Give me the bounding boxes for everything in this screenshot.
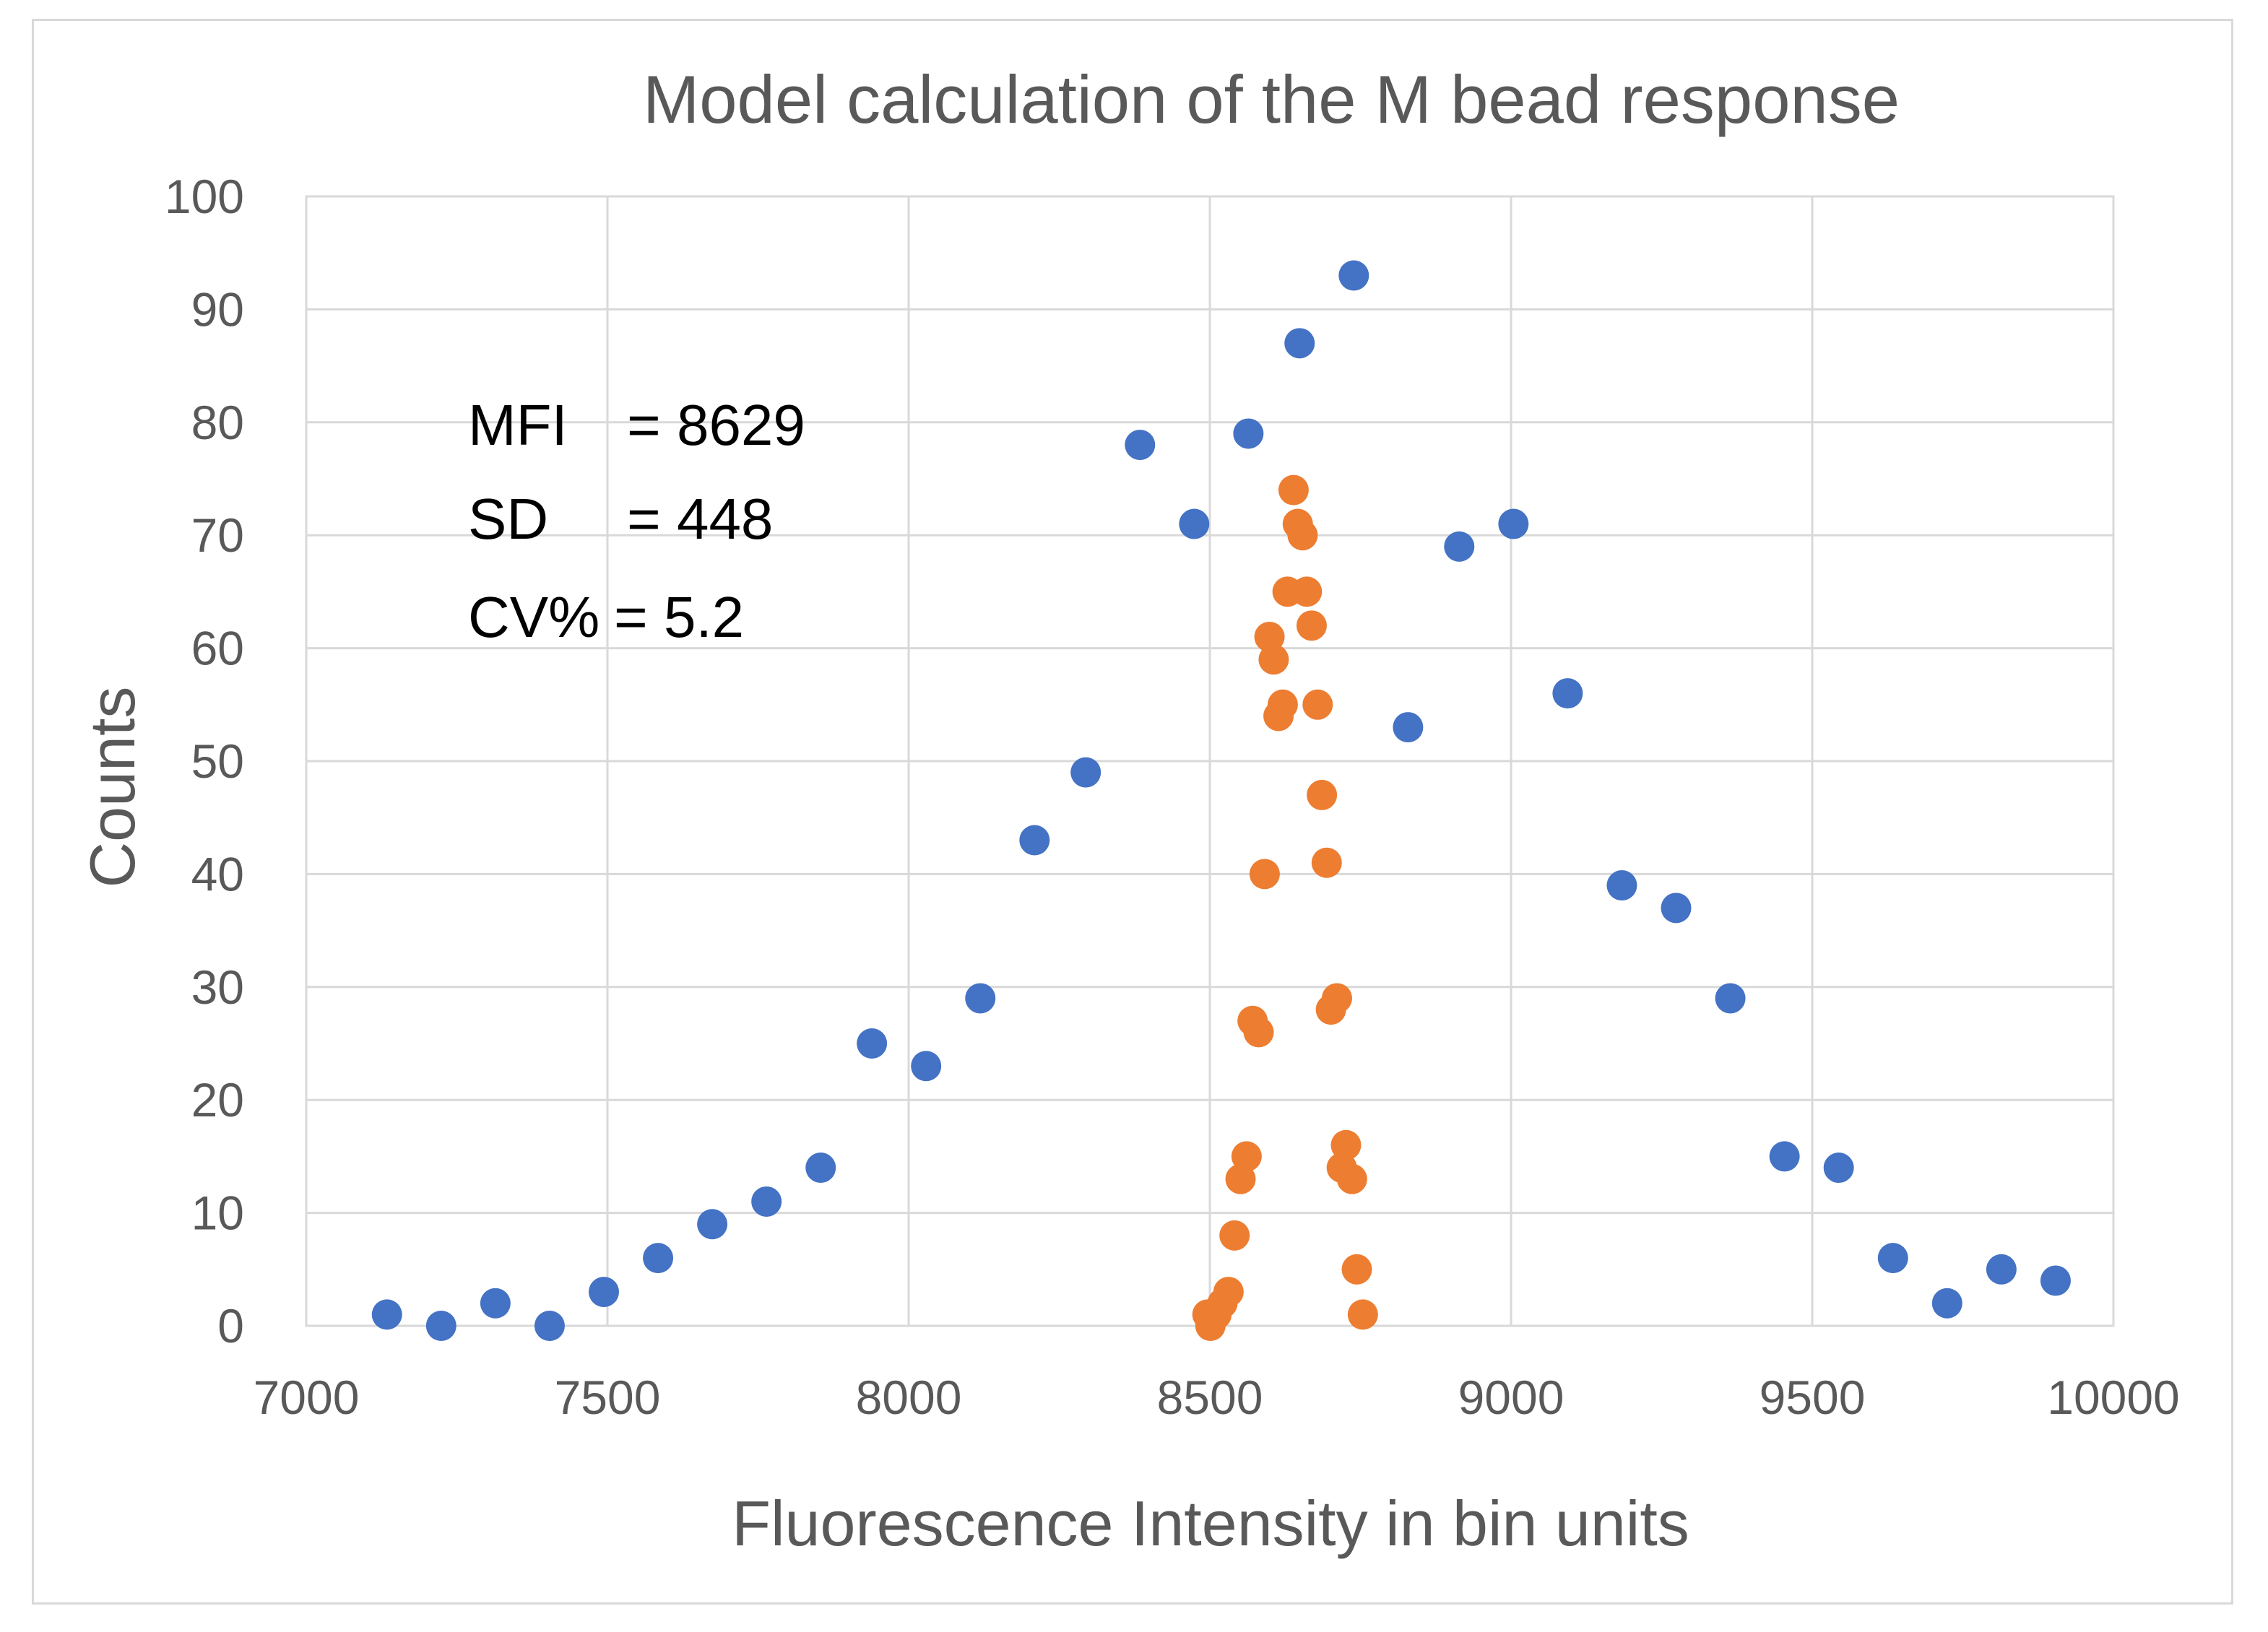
data-point-blue (1498, 508, 1529, 539)
x-tick-label: 7500 (555, 1371, 661, 1424)
x-tick-label: 8500 (1157, 1371, 1263, 1424)
data-point-orange (1330, 1129, 1362, 1160)
x-tick-label: 7000 (254, 1371, 360, 1424)
data-point-orange (1278, 474, 1309, 505)
x-axis-title: Fluorescence Intensity in bin units (732, 1488, 1689, 1559)
data-point-blue (534, 1311, 565, 1341)
data-point-blue (371, 1299, 402, 1330)
data-point-orange (1296, 610, 1327, 641)
y-tick-label: 0 (217, 1299, 244, 1353)
mfi-value: = 8629 (627, 393, 805, 457)
data-point-orange (1321, 983, 1352, 1014)
data-point-orange (1311, 847, 1342, 878)
data-point-blue (1070, 757, 1101, 788)
data-point-blue (857, 1028, 888, 1059)
data-point-blue (1769, 1141, 1800, 1172)
x-tick-label: 9000 (1458, 1371, 1564, 1424)
y-tick-label: 80 (191, 396, 244, 449)
data-point-blue (2040, 1265, 2071, 1296)
data-point-orange (1267, 689, 1298, 720)
data-point-blue (1233, 418, 1264, 449)
sd-value: = 448 (627, 487, 773, 551)
data-point-blue (1661, 893, 1692, 924)
tick-labels: 7000 7500 8000 8500 9000 9500 10000 0 10 20 30 40 50… (165, 170, 2180, 1424)
y-tick-label: 90 (191, 282, 244, 336)
data-point-orange (1347, 1299, 1378, 1330)
cv-value: = 5.2 (614, 585, 744, 649)
data-point-orange (1291, 576, 1323, 607)
data-point-orange (1258, 644, 1289, 675)
y-tick-label: 40 (191, 847, 244, 900)
gridlines (305, 195, 2115, 1327)
data-point-blue (480, 1288, 511, 1319)
y-tick-label: 10 (191, 1186, 244, 1240)
y-tick-label: 50 (191, 734, 244, 788)
data-point-orange (1243, 1017, 1274, 1048)
data-points (371, 260, 2071, 1341)
y-tick-label: 60 (191, 622, 244, 675)
chart-area (32, 19, 2233, 1605)
y-tick-label: 100 (165, 170, 244, 223)
data-point-blue (588, 1277, 619, 1308)
y-tick-label: 30 (191, 960, 244, 1014)
data-point-blue (1019, 825, 1050, 856)
data-point-blue (911, 1051, 942, 1082)
data-point-blue (1931, 1288, 1962, 1319)
data-point-orange (1213, 1277, 1244, 1308)
chart-title: Model calculation of the M bead response (643, 61, 1900, 137)
data-point-blue (643, 1243, 674, 1274)
data-point-orange (1219, 1220, 1250, 1251)
data-point-blue (425, 1311, 456, 1341)
data-point-blue (1715, 983, 1746, 1014)
data-point-blue (1444, 531, 1475, 562)
data-point-blue (1606, 870, 1637, 901)
x-tick-label: 8000 (856, 1371, 962, 1424)
data-point-orange (1302, 689, 1333, 720)
sd-label: SD (468, 487, 548, 551)
data-point-blue (751, 1186, 782, 1217)
data-point-blue (1552, 678, 1583, 709)
data-point-orange (1249, 859, 1280, 890)
data-point-orange (1231, 1141, 1262, 1172)
cv-label: CV% (468, 585, 600, 649)
data-point-blue (697, 1209, 728, 1240)
data-point-orange (1336, 1163, 1367, 1194)
data-point-blue (1877, 1243, 1908, 1274)
data-point-blue (1823, 1153, 1854, 1184)
data-point-blue (1986, 1254, 2017, 1285)
data-point-blue (805, 1153, 836, 1184)
data-point-orange (1287, 520, 1318, 551)
mfi-label: MFI (468, 393, 568, 457)
x-tick-label: 10000 (2047, 1371, 2180, 1424)
data-point-blue (965, 983, 996, 1014)
y-tick-label: 70 (191, 508, 244, 562)
data-point-blue (1284, 328, 1315, 359)
data-point-blue (1179, 508, 1210, 539)
stats-annotation: MFI = 8629 SD = 448 CV% = 5.2 (468, 393, 805, 649)
data-point-blue (1338, 260, 1369, 291)
data-point-orange (1307, 779, 1338, 810)
y-axis-title: Counts (77, 687, 148, 888)
data-point-orange (1254, 621, 1285, 652)
data-point-blue (1125, 430, 1156, 461)
data-point-orange (1341, 1254, 1372, 1285)
y-tick-label: 20 (191, 1073, 244, 1127)
data-point-blue (1393, 712, 1424, 743)
x-tick-label: 9500 (1760, 1371, 1866, 1424)
